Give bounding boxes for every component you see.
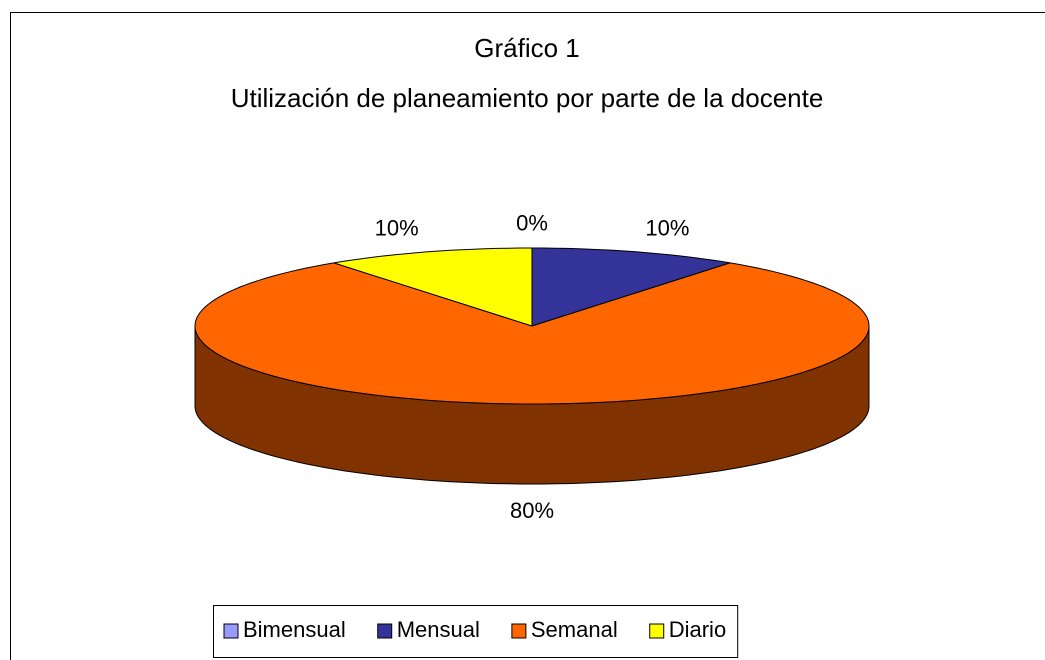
- legend-swatch: [223, 623, 239, 639]
- data-label: 10%: [645, 215, 689, 240]
- data-label: 80%: [510, 498, 554, 523]
- chart-subtitle: Utilización de planeamiento por parte de…: [231, 83, 824, 113]
- legend-swatch: [511, 623, 527, 639]
- data-label: 0%: [516, 210, 548, 235]
- legend-swatch: [649, 623, 665, 639]
- legend-label: Bimensual: [243, 617, 346, 642]
- data-label: 10%: [375, 215, 419, 240]
- chart-title: Gráfico 1: [474, 33, 580, 63]
- slice: [194, 262, 870, 405]
- legend-swatch: [377, 623, 393, 639]
- slice: [531, 247, 731, 327]
- legend-label: Semanal: [531, 617, 618, 642]
- slice: [333, 247, 533, 327]
- legend-label: Diario: [669, 617, 726, 642]
- legend-label: Mensual: [397, 617, 480, 642]
